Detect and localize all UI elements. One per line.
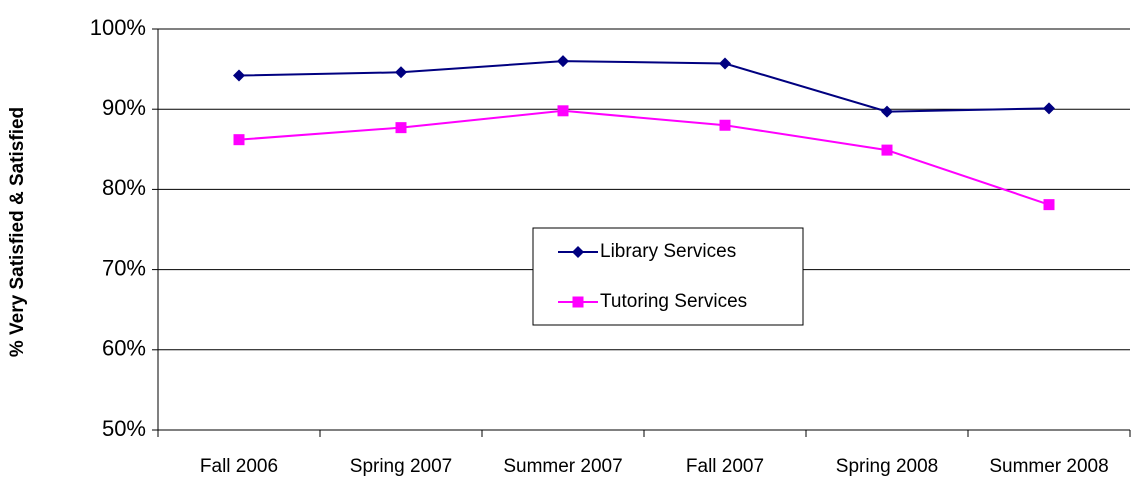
series-line — [238, 109, 1050, 206]
y-tick-label: 100% — [90, 15, 146, 40]
x-tick-label: Fall 2006 — [200, 456, 278, 477]
x-tick-label: Fall 2007 — [686, 456, 764, 477]
y-axis-label: % Very Satisfied & Satisfied — [7, 107, 28, 357]
data-point — [881, 144, 893, 156]
x-tick-label: Summer 2008 — [989, 456, 1108, 477]
data-point — [233, 134, 245, 146]
data-point — [395, 66, 407, 79]
legend-swatch-marker — [572, 296, 584, 308]
data-point — [719, 119, 731, 131]
data-point — [1043, 199, 1055, 211]
data-point — [719, 57, 731, 70]
legend-swatch-marker — [572, 246, 584, 258]
y-tick-label: 90% — [102, 95, 146, 120]
x-tick-label: Spring 2008 — [836, 456, 938, 477]
data-point — [557, 105, 569, 117]
series-line — [238, 60, 1050, 113]
data-point — [233, 69, 245, 82]
x-tick-label: Spring 2007 — [350, 456, 452, 477]
y-tick-label: 80% — [102, 175, 146, 200]
legend-label: Library Services — [600, 241, 736, 262]
y-tick-label: 70% — [102, 255, 146, 280]
data-point — [881, 105, 893, 118]
data-point — [395, 122, 407, 134]
data-point — [1043, 102, 1055, 115]
legend-box — [532, 227, 804, 326]
legend-label: Tutoring Services — [600, 291, 747, 312]
y-tick-label: 50% — [102, 416, 146, 441]
y-tick-label: 60% — [102, 336, 146, 361]
x-tick-label: Summer 2007 — [503, 456, 622, 477]
data-point — [557, 55, 569, 68]
